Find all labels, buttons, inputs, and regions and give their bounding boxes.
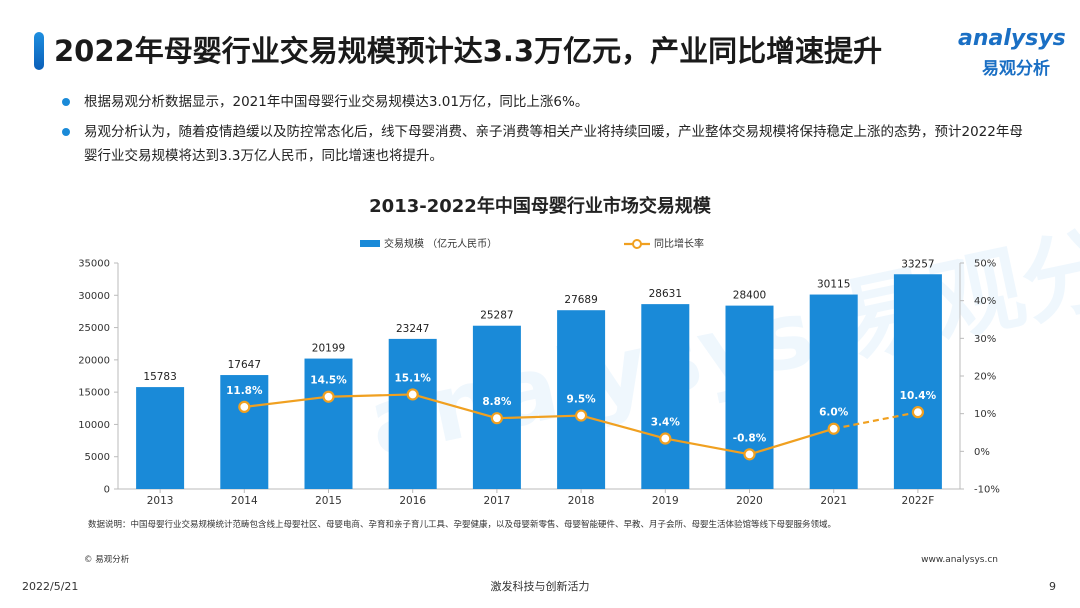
bullet-text: 根据易观分析数据显示，2021年中国母婴行业交易规模达3.01万亿，同比上涨6%… xyxy=(84,94,589,110)
right-tick-label: -10% xyxy=(974,485,1000,496)
growth-label: 9.5% xyxy=(567,394,597,406)
x-tick-label: 2016 xyxy=(399,495,426,507)
bar-value-label: 30115 xyxy=(817,279,850,291)
left-tick-label: 5000 xyxy=(85,452,110,463)
page-title: 2022年母婴行业交易规模预计达3.3万亿元，产业同比增速提升 xyxy=(54,34,883,68)
bar-value-label: 15783 xyxy=(143,371,176,383)
bullet-item: 易观分析认为，随着疫情趋缓以及防控常态化后，线下母婴消费、亲子消费等相关产业将持… xyxy=(62,120,1032,168)
growth-label: 6.0% xyxy=(819,407,849,419)
page-number: 9 xyxy=(1049,580,1056,593)
x-tick-label: 2018 xyxy=(568,495,595,507)
title-accent-bar xyxy=(34,32,44,70)
x-tick-label: 2014 xyxy=(231,495,258,507)
bar xyxy=(641,304,690,489)
bullet-list: 根据易观分析数据显示，2021年中国母婴行业交易规模达3.01万亿，同比上涨6%… xyxy=(62,90,1032,174)
footer-slogan: 激发科技与创新活力 xyxy=(490,580,590,593)
bar-value-label: 23247 xyxy=(396,323,429,335)
copyright: © 易观分析 xyxy=(84,555,130,565)
bar-value-label: 20199 xyxy=(312,343,345,355)
bar xyxy=(557,310,606,489)
bar-value-label: 28400 xyxy=(733,290,766,302)
legend-bar-label: 交易规模 （亿元人民币） xyxy=(384,237,497,250)
x-tick-label: 2015 xyxy=(315,495,342,507)
growth-label: 11.8% xyxy=(226,385,263,397)
growth-line-segment xyxy=(244,395,329,408)
x-tick-label: 2013 xyxy=(147,495,174,507)
growth-point xyxy=(827,422,840,435)
website-link[interactable]: www.analysys.cn xyxy=(921,555,998,565)
growth-label: 8.8% xyxy=(482,396,512,408)
bullet-text: 易观分析认为，随着疫情趋缓以及防控常态化后，线下母婴消费、亲子消费等相关产业将持… xyxy=(84,124,1023,164)
bullet-dot-icon xyxy=(62,98,70,106)
left-tick-label: 25000 xyxy=(78,323,110,334)
legend-line-label: 同比增长率 xyxy=(654,237,704,250)
growth-line-segment xyxy=(665,437,750,456)
bar-value-label: 27689 xyxy=(564,294,597,306)
x-tick-label: 2021 xyxy=(820,495,847,507)
bar xyxy=(136,387,185,489)
growth-label: 3.4% xyxy=(651,417,681,429)
bar xyxy=(388,338,437,489)
legend-line-marker xyxy=(632,239,642,249)
footer-date: 2022/5/21 xyxy=(22,580,79,593)
right-tick-label: 50% xyxy=(974,259,996,270)
bar xyxy=(472,325,521,489)
growth-point xyxy=(322,390,335,403)
bar xyxy=(725,305,774,489)
growth-line-segment xyxy=(328,393,413,398)
growth-point xyxy=(743,448,756,461)
x-tick-label: 2017 xyxy=(484,495,511,507)
bar-value-label: 28631 xyxy=(649,288,682,300)
growth-line-segment xyxy=(496,414,582,420)
bar xyxy=(893,274,942,489)
bullet-item: 根据易观分析数据显示，2021年中国母婴行业交易规模达3.01万亿，同比上涨6%… xyxy=(62,90,1032,114)
left-tick-label: 0 xyxy=(104,485,110,496)
data-note: 数据说明：中国母婴行业交易规模统计范畴包含线上母婴社区、母婴电商、孕育和亲子育儿… xyxy=(88,520,837,530)
growth-point xyxy=(490,412,503,425)
growth-line-segment xyxy=(749,427,835,456)
growth-point xyxy=(574,409,588,422)
logo-text-cn: 易观分析 xyxy=(982,59,1050,79)
x-tick-label: 2019 xyxy=(652,495,679,507)
right-tick-label: 20% xyxy=(974,372,996,383)
growth-line-segment xyxy=(580,414,666,440)
left-tick-label: 30000 xyxy=(78,291,110,302)
x-tick-label: 2022F xyxy=(902,495,935,507)
bullet-dot-icon xyxy=(62,128,70,136)
bar xyxy=(220,375,269,489)
chart-title: 2013-2022年中国母婴行业市场交易规模 xyxy=(369,196,711,217)
growth-line-segment xyxy=(412,393,498,420)
right-tick-label: 40% xyxy=(974,296,996,307)
left-tick-label: 35000 xyxy=(78,259,110,270)
right-tick-label: 0% xyxy=(974,447,990,458)
bar xyxy=(304,358,353,489)
growth-point xyxy=(659,432,672,445)
bar-value-label: 25287 xyxy=(480,310,513,322)
x-tick-label: 2020 xyxy=(736,495,763,507)
analysys-logo: analysys 易观分析 xyxy=(958,26,1068,79)
left-tick-label: 10000 xyxy=(78,420,110,431)
forecast-line-segment xyxy=(833,411,919,430)
growth-label: -0.8% xyxy=(733,432,767,444)
right-tick-label: 10% xyxy=(974,409,996,420)
right-tick-label: 30% xyxy=(974,334,996,345)
growth-point xyxy=(406,388,419,401)
bar xyxy=(809,294,858,489)
logo-text-en: analysys xyxy=(958,26,1066,51)
legend-bar-swatch xyxy=(360,240,380,247)
bar-value-label: 17647 xyxy=(228,359,261,371)
left-tick-label: 15000 xyxy=(78,388,110,399)
growth-label: 15.1% xyxy=(394,372,431,384)
growth-point xyxy=(911,406,925,419)
bar-value-label: 33257 xyxy=(901,258,934,270)
growth-point xyxy=(238,400,251,413)
growth-label: 14.5% xyxy=(310,375,347,387)
growth-label: 10.4% xyxy=(900,390,937,402)
left-tick-label: 20000 xyxy=(78,355,110,366)
